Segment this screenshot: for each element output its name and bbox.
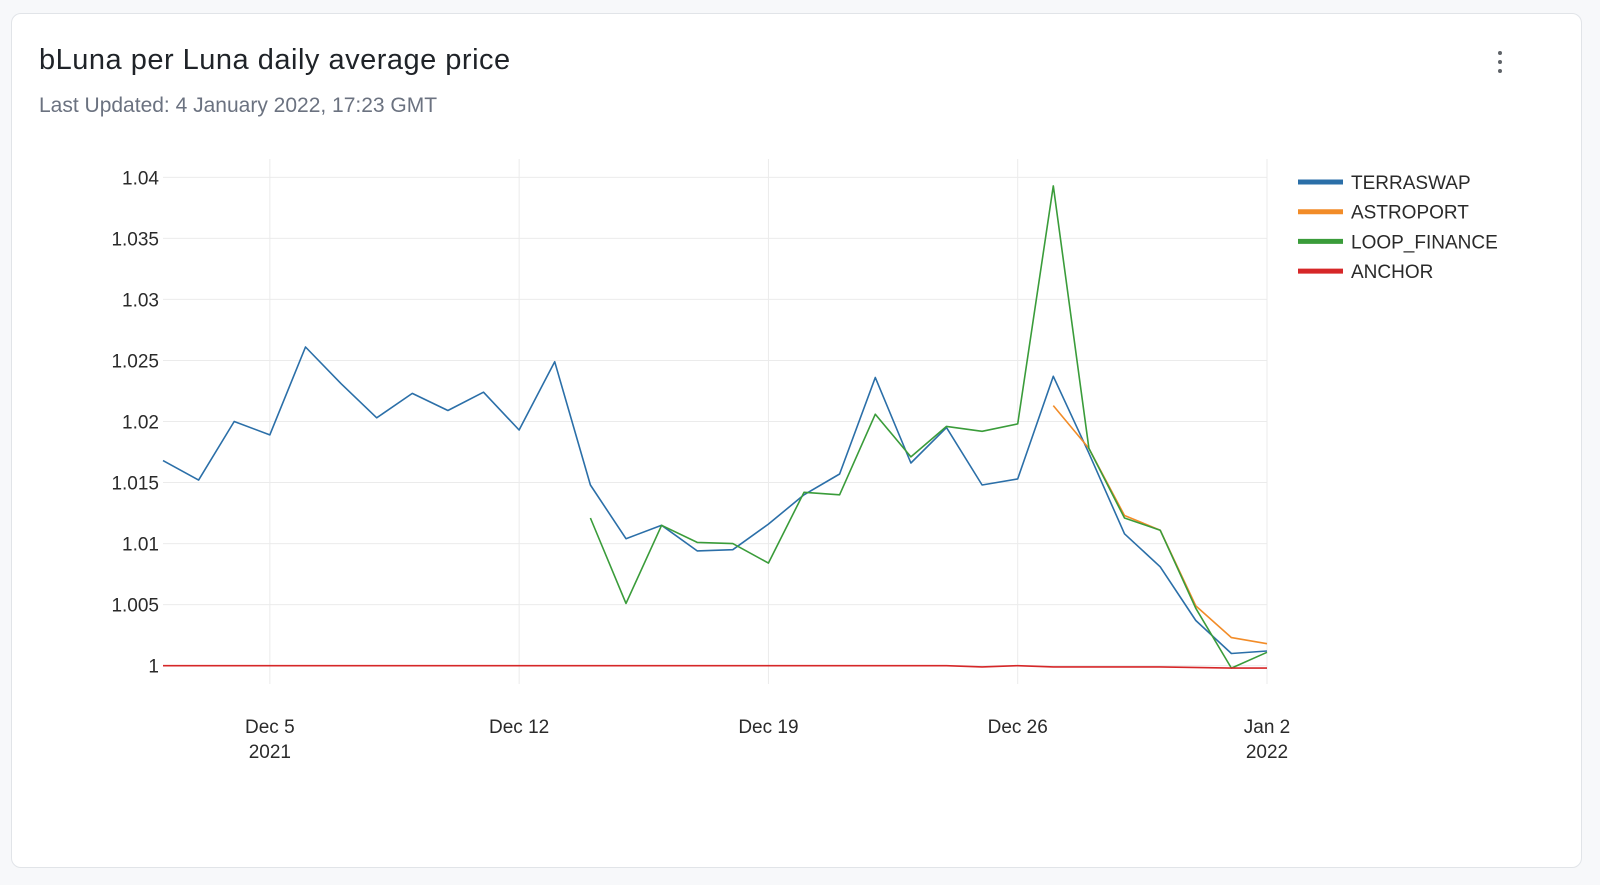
legend-label: ANCHOR bbox=[1351, 262, 1433, 283]
x-tick-label: Dec 12 bbox=[489, 717, 549, 738]
chart-legend[interactable]: TERRASWAP ASTROPORT LOOP_FINANCE ANCHOR bbox=[1298, 173, 1498, 283]
y-tick-label: 1.015 bbox=[111, 474, 159, 495]
legend-item-anchor[interactable]: ANCHOR bbox=[1298, 262, 1433, 283]
legend-label: ASTROPORT bbox=[1351, 203, 1469, 224]
x-tick-year-label: 2021 bbox=[249, 742, 291, 763]
series-line-loop-finance[interactable] bbox=[589, 185, 1268, 669]
grid-layer bbox=[163, 159, 1268, 684]
more-vertical-icon bbox=[1498, 51, 1502, 55]
legend-label: LOOP_FINANCE bbox=[1351, 232, 1498, 253]
series-line-anchor[interactable] bbox=[163, 664, 1267, 669]
legend-item-astroport[interactable]: ASTROPORT bbox=[1298, 203, 1469, 224]
series-line-terraswap[interactable] bbox=[162, 346, 1268, 655]
series-line-astroport[interactable] bbox=[1052, 405, 1268, 645]
chart-title: bLuna per Luna daily average price bbox=[39, 44, 511, 76]
legend-item-terraswap[interactable]: TERRASWAP bbox=[1298, 173, 1471, 194]
line-chart: 1 1.005 1.01 1.015 1.02 1.025 1.03 1.035 1.04 Dec… bbox=[111, 159, 1498, 763]
legend-label: TERRASWAP bbox=[1351, 173, 1471, 194]
legend-item-loop-finance[interactable]: LOOP_FINANCE bbox=[1298, 232, 1498, 253]
x-tick-year-label: 2022 bbox=[1246, 742, 1288, 763]
more-options-button[interactable] bbox=[1482, 42, 1518, 82]
y-tick-label: 1.025 bbox=[111, 351, 159, 372]
x-tick-label: Dec 26 bbox=[988, 717, 1048, 738]
chart-area: 1 1.005 1.01 1.015 1.02 1.025 1.03 1.035 1.04 Dec… bbox=[12, 14, 1572, 859]
y-tick-label: 1.005 bbox=[111, 596, 159, 617]
x-tick-label: Jan 2 bbox=[1244, 717, 1290, 738]
y-tick-label: 1.035 bbox=[111, 229, 159, 250]
series-layer bbox=[162, 185, 1268, 669]
x-tick-label: Dec 19 bbox=[738, 717, 798, 738]
y-tick-label: 1.02 bbox=[122, 413, 159, 434]
chart-card: bLuna per Luna daily average price Last … bbox=[11, 13, 1582, 868]
last-updated-text: Last Updated: 4 January 2022, 17:23 GMT bbox=[39, 94, 438, 117]
axis-layer: 1 1.005 1.01 1.015 1.02 1.025 1.03 1.035 1.04 Dec… bbox=[111, 168, 1290, 763]
y-tick-label: 1.03 bbox=[122, 290, 159, 311]
more-vertical-icon-dot bbox=[1498, 60, 1502, 64]
y-tick-label: 1.01 bbox=[122, 535, 159, 556]
y-tick-label: 1 bbox=[148, 657, 159, 678]
more-vertical-icon-dot bbox=[1498, 69, 1502, 73]
y-tick-label: 1.04 bbox=[122, 168, 159, 189]
x-tick-label: Dec 5 bbox=[245, 717, 295, 738]
